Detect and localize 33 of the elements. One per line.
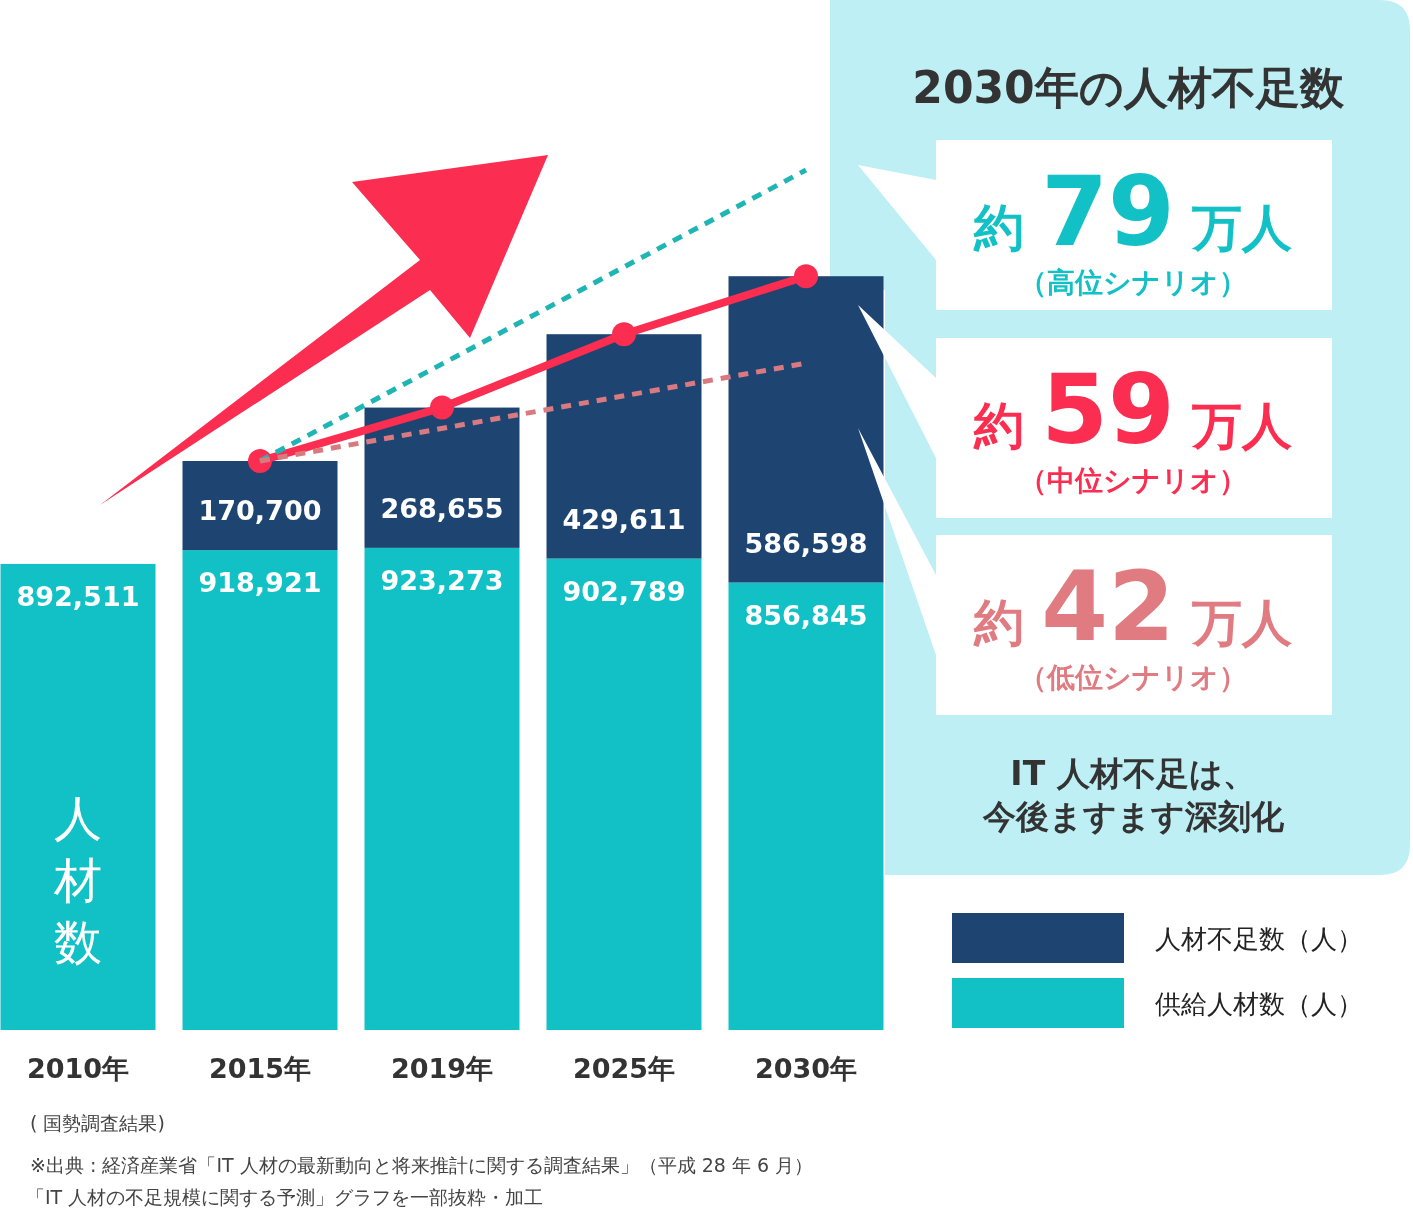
- text: 約 59 万人: [972, 354, 1293, 466]
- text: 今後ますます深刻化: [981, 797, 1285, 836]
- data-label: 268,655: [380, 492, 504, 524]
- bar: [364, 547, 520, 1030]
- data-label: 429,611: [562, 503, 686, 535]
- legend: 人材不足数（人） 供給人材数（人）: [952, 913, 1363, 1028]
- text: IT 人材不足は、: [1010, 754, 1256, 793]
- text: （高位シナリオ）: [1019, 266, 1247, 299]
- bar: [546, 334, 702, 559]
- annotation: 人材数: [53, 790, 102, 970]
- text: （低位シナリオ）: [1019, 661, 1247, 694]
- text: 約 79 万人: [972, 156, 1293, 268]
- bar: [546, 558, 702, 1030]
- data-label: 170,700: [198, 495, 322, 527]
- text: 「IT 人材の不足規模に関する予測」グラフを一部抜粋・加工: [26, 1186, 544, 1208]
- text: 約 42 万人: [972, 551, 1293, 663]
- text: （中位シナリオ）: [1019, 464, 1247, 497]
- text: ※出典 : 経済産業省「IT 人材の最新動向と将来推計に関する調査結果」（平成 28 年 6 月）: [30, 1154, 814, 1176]
- data-label: 892,511: [16, 580, 140, 612]
- text: ( 国勢調査結果): [30, 1112, 165, 1134]
- data-label: 856,845: [744, 599, 868, 631]
- data-label: 918,921: [198, 567, 322, 599]
- x-tick-label: 2030年: [754, 1053, 858, 1084]
- data-label: 923,273: [380, 564, 504, 596]
- x-tick-label: 2025年: [572, 1053, 676, 1084]
- bar: [0, 563, 156, 1030]
- x-tick-label: 2010年: [26, 1053, 130, 1084]
- x-tick-label: 2019年: [390, 1053, 494, 1084]
- data-label: 586,598: [744, 527, 868, 559]
- x-tick-label: 2015年: [208, 1053, 312, 1084]
- bar: [182, 550, 338, 1030]
- text: 2030年の人材不足数: [912, 62, 1345, 113]
- data-label: 902,789: [562, 575, 686, 607]
